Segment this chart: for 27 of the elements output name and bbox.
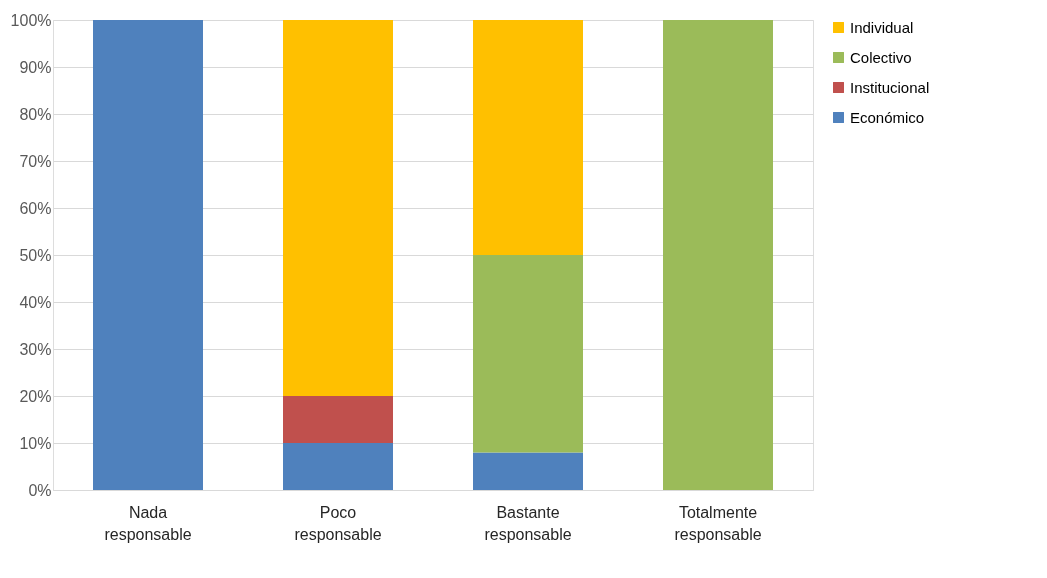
x-tick-label: Totalmente responsable bbox=[674, 503, 762, 543]
legend-label: Individual bbox=[850, 18, 914, 36]
bar bbox=[473, 255, 583, 453]
y-tick-label: 60% bbox=[19, 199, 52, 217]
y-tick-label: 80% bbox=[19, 105, 52, 123]
bar bbox=[93, 20, 203, 490]
y-tick-label: 40% bbox=[19, 293, 52, 311]
bar bbox=[473, 452, 583, 490]
y-tick-label: 70% bbox=[19, 152, 52, 170]
bar bbox=[473, 20, 583, 255]
y-tick-label: 10% bbox=[19, 434, 52, 452]
y-tick-label: 90% bbox=[19, 58, 52, 76]
x-tick-label: Nada responsable bbox=[104, 503, 192, 543]
y-tick-label: 0% bbox=[28, 481, 52, 499]
bar bbox=[283, 396, 393, 443]
bar bbox=[663, 20, 773, 490]
legend-label: Colectivo bbox=[850, 48, 912, 66]
x-tick-label: Bastante responsable bbox=[484, 503, 572, 543]
y-tick-label: 50% bbox=[19, 246, 52, 264]
legend-label: Institucional bbox=[850, 78, 930, 96]
y-tick-label: 100% bbox=[10, 11, 52, 29]
y-tick-label: 30% bbox=[19, 340, 52, 358]
bar bbox=[283, 20, 393, 396]
bar bbox=[283, 443, 393, 490]
y-tick-label: 20% bbox=[19, 387, 52, 405]
x-tick-label: Poco responsable bbox=[294, 503, 382, 543]
legend-label: Económico bbox=[850, 108, 925, 126]
